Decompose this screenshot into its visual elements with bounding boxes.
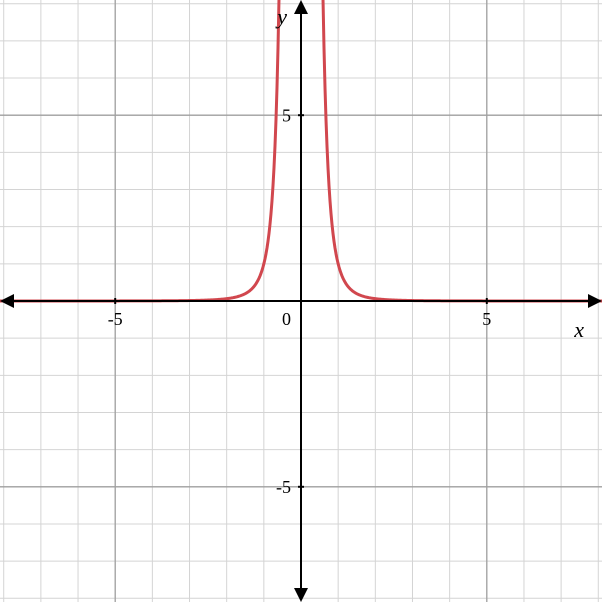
x-axis-label: x [573, 317, 584, 342]
x-tick-label: -5 [108, 309, 123, 329]
chart-svg: -5 5 -5 5 0 x y [0, 0, 602, 602]
coordinate-plane-chart: -5 5 -5 5 0 x y [0, 0, 602, 602]
y-tick-label: 5 [282, 105, 291, 125]
origin-label: 0 [282, 309, 291, 329]
y-tick-label: -5 [276, 477, 291, 497]
x-tick-label: 5 [482, 309, 491, 329]
y-axis-label: y [275, 4, 287, 29]
